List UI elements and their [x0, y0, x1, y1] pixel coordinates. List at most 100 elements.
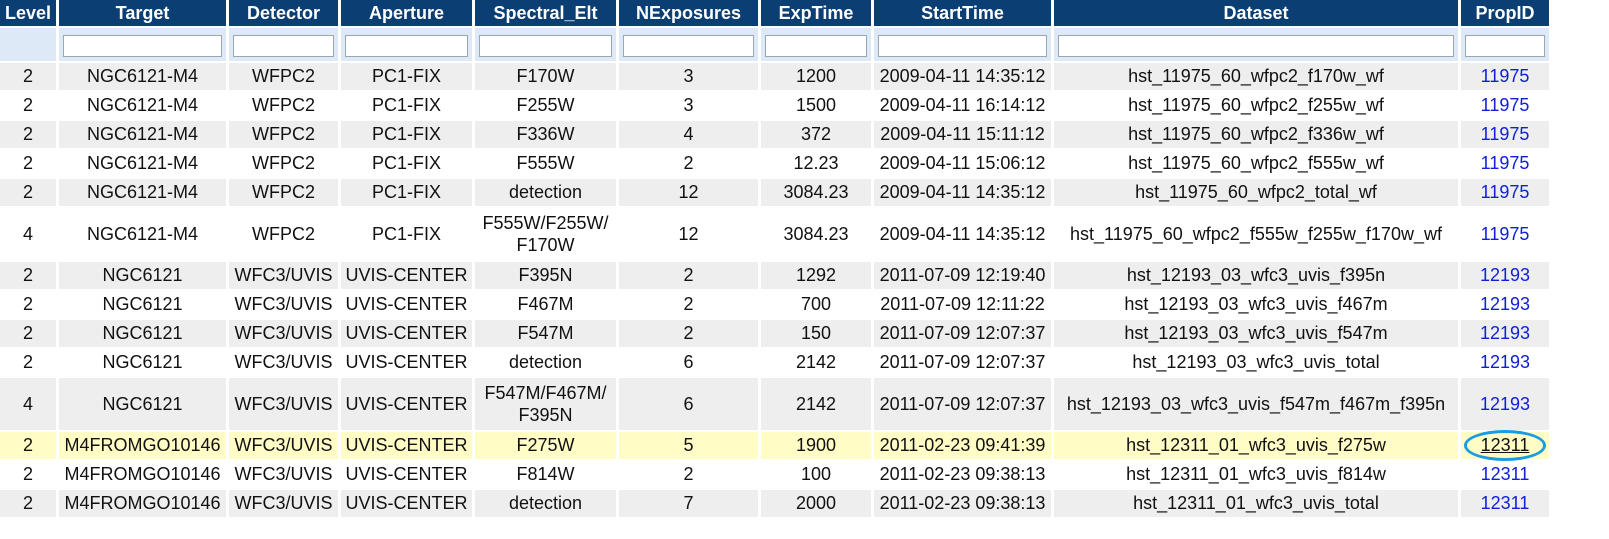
- cell-aperture: PC1-FIX: [341, 121, 472, 148]
- cell-detector: WFPC2: [229, 150, 338, 177]
- cell-exptime: 1200: [761, 63, 871, 90]
- cell-detector: WFC3/UVIS: [229, 378, 338, 430]
- cell-spectral-elt: F547M: [475, 320, 616, 347]
- cell-target: NGC6121-M4: [59, 208, 226, 260]
- table-row-selected[interactable]: 2 M4FROMGO10146 WFC3/UVIS UVIS-CENTER F2…: [0, 430, 1549, 461]
- column-header-nexposures[interactable]: NExposures: [619, 0, 758, 26]
- propid-link[interactable]: 11975: [1480, 95, 1530, 115]
- column-header-target[interactable]: Target: [59, 0, 226, 26]
- cell-dataset: hst_11975_60_wfpc2_f255w_wf: [1054, 92, 1458, 119]
- cell-exptime: 372: [761, 121, 871, 148]
- propid-link[interactable]: 12193: [1479, 294, 1531, 314]
- cell-detector: WFC3/UVIS: [229, 320, 338, 347]
- cell-propid: 11975: [1461, 63, 1549, 90]
- cell-nexposures: 6: [619, 349, 758, 376]
- cell-spectral-elt: F467M: [475, 291, 616, 318]
- filter-input-starttime[interactable]: [878, 35, 1047, 57]
- cell-dataset: hst_12193_03_wfc3_uvis_f547m_f467m_f395n: [1054, 378, 1458, 430]
- table-row[interactable]: 2 NGC6121-M4 WFPC2 PC1-FIX detection 12 …: [0, 179, 1549, 206]
- filter-input-nexposures[interactable]: [623, 35, 754, 57]
- filter-input-detector[interactable]: [233, 35, 334, 57]
- column-header-detector[interactable]: Detector: [229, 0, 338, 26]
- filter-input-target[interactable]: [63, 35, 222, 57]
- table-row[interactable]: 2 NGC6121 WFC3/UVIS UVIS-CENTER F547M 2 …: [0, 320, 1549, 347]
- table-row[interactable]: 2 NGC6121 WFC3/UVIS UVIS-CENTER detectio…: [0, 349, 1549, 376]
- propid-link[interactable]: 11975: [1480, 124, 1530, 144]
- cell-detector: WFC3/UVIS: [229, 262, 338, 289]
- cell-dataset: hst_12311_01_wfc3_uvis_f814w: [1054, 461, 1458, 488]
- propid-link[interactable]: 12193: [1479, 323, 1531, 343]
- cell-nexposures: 2: [619, 320, 758, 347]
- filter-input-aperture[interactable]: [345, 35, 468, 57]
- filter-cell-exptime: [761, 28, 871, 61]
- cell-spectral-elt: F395N: [475, 262, 616, 289]
- cell-propid: 11975: [1461, 179, 1549, 206]
- cell-spectral-elt: detection: [475, 349, 616, 376]
- propid-link[interactable]: 12193: [1479, 265, 1531, 285]
- column-header-starttime[interactable]: StartTime: [874, 0, 1051, 26]
- filter-input-dataset[interactable]: [1058, 35, 1454, 57]
- cell-target: NGC6121: [59, 349, 226, 376]
- cell-level: 4: [0, 208, 56, 260]
- cell-spectral-elt: detection: [475, 490, 616, 517]
- filter-input-exptime[interactable]: [765, 35, 867, 57]
- propid-link[interactable]: 12193: [1479, 393, 1531, 414]
- filter-cell-dataset: [1054, 28, 1458, 61]
- table-row[interactable]: 4 NGC6121 WFC3/UVIS UVIS-CENTER F547M/F4…: [0, 378, 1549, 430]
- cell-level: 2: [0, 63, 56, 90]
- table-row[interactable]: 2 NGC6121-M4 WFPC2 PC1-FIX F170W 3 1200 …: [0, 63, 1549, 90]
- cell-aperture: PC1-FIX: [341, 179, 472, 206]
- cell-aperture: UVIS-CENTER: [341, 432, 472, 459]
- cell-target: NGC6121-M4: [59, 63, 226, 90]
- cell-detector: WFC3/UVIS: [229, 461, 338, 488]
- cell-dataset: hst_12193_03_wfc3_uvis_f395n: [1054, 262, 1458, 289]
- filter-input-propid[interactable]: [1465, 35, 1545, 57]
- table-row[interactable]: 2 M4FROMGO10146 WFC3/UVIS UVIS-CENTER F8…: [0, 461, 1549, 488]
- cell-starttime: 2009-04-11 16:14:12: [874, 92, 1051, 119]
- filter-input-spectral-elt[interactable]: [479, 35, 612, 57]
- cell-target: M4FROMGO10146: [59, 432, 226, 459]
- propid-link[interactable]: 11975: [1480, 153, 1530, 173]
- column-header-dataset[interactable]: Dataset: [1054, 0, 1458, 26]
- cell-propid: 11975: [1461, 150, 1549, 177]
- cell-level: 2: [0, 179, 56, 206]
- cell-propid: 12311: [1461, 461, 1549, 488]
- cell-aperture: UVIS-CENTER: [341, 349, 472, 376]
- propid-link[interactable]: 12311: [1480, 493, 1530, 513]
- column-header-exptime[interactable]: ExpTime: [761, 0, 871, 26]
- header-row: Level Target Detector Aperture Spectral_…: [0, 0, 1549, 26]
- cell-starttime: 2011-02-23 09:38:13: [874, 490, 1051, 517]
- cell-dataset: hst_12193_03_wfc3_uvis_total: [1054, 349, 1458, 376]
- propid-link-highlighted[interactable]: 12311: [1480, 435, 1530, 455]
- cell-starttime: 2009-04-11 15:06:12: [874, 150, 1051, 177]
- cell-target: NGC6121: [59, 378, 226, 430]
- highlight-ring: 12311: [1463, 430, 1547, 461]
- table-row[interactable]: 2 NGC6121 WFC3/UVIS UVIS-CENTER F467M 2 …: [0, 291, 1549, 318]
- table-row[interactable]: 2 NGC6121-M4 WFPC2 PC1-FIX F555W 2 12.23…: [0, 150, 1549, 177]
- cell-nexposures: 4: [619, 121, 758, 148]
- table-row[interactable]: 4 NGC6121-M4 WFPC2 PC1-FIX F555W/F255W/ …: [0, 208, 1549, 260]
- cell-propid: 12193: [1461, 349, 1549, 376]
- column-header-aperture[interactable]: Aperture: [341, 0, 472, 26]
- table-row[interactable]: 2 NGC6121-M4 WFPC2 PC1-FIX F255W 3 1500 …: [0, 92, 1549, 119]
- propid-link[interactable]: 12311: [1480, 464, 1530, 484]
- column-header-propid[interactable]: PropID: [1461, 0, 1549, 26]
- propid-link[interactable]: 12193: [1479, 352, 1531, 372]
- cell-detector: WFC3/UVIS: [229, 291, 338, 318]
- propid-link[interactable]: 11975: [1480, 223, 1530, 244]
- column-header-spectral-elt[interactable]: Spectral_Elt: [475, 0, 616, 26]
- table-row[interactable]: 2 M4FROMGO10146 WFC3/UVIS UVIS-CENTER de…: [0, 490, 1549, 517]
- cell-aperture: PC1-FIX: [341, 208, 472, 260]
- propid-link[interactable]: 11975: [1480, 182, 1530, 202]
- table-row[interactable]: 2 NGC6121 WFC3/UVIS UVIS-CENTER F395N 2 …: [0, 262, 1549, 289]
- column-header-level[interactable]: Level: [0, 0, 56, 26]
- cell-nexposures: 2: [619, 150, 758, 177]
- cell-spectral-elt: F170W: [475, 63, 616, 90]
- cell-target: NGC6121: [59, 291, 226, 318]
- filter-row: [0, 28, 1549, 61]
- filter-cell-starttime: [874, 28, 1051, 61]
- cell-level: 2: [0, 320, 56, 347]
- cell-nexposures: 3: [619, 92, 758, 119]
- propid-link[interactable]: 11975: [1480, 66, 1530, 86]
- table-row[interactable]: 2 NGC6121-M4 WFPC2 PC1-FIX F336W 4 372 2…: [0, 121, 1549, 148]
